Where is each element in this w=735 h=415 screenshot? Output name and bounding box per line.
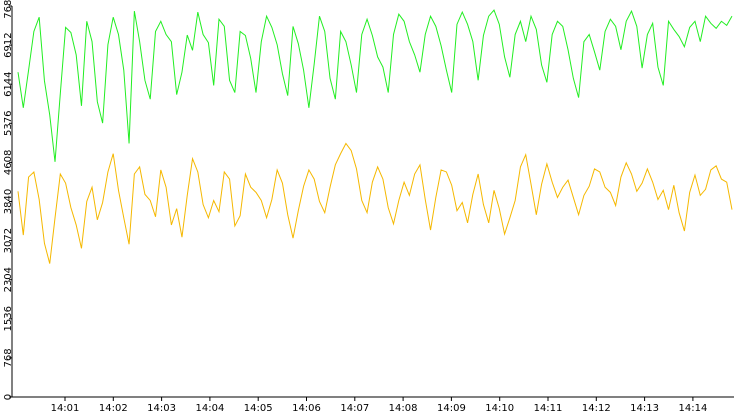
x-tick-label: 14:13 bbox=[630, 403, 659, 414]
y-tick-label: 3072 bbox=[3, 228, 14, 253]
y-tick-label: 3840 bbox=[3, 189, 14, 214]
y-tick-label: 768 bbox=[3, 348, 14, 367]
y-tick-label: 4608 bbox=[3, 150, 14, 175]
x-tick-label: 14:12 bbox=[582, 403, 611, 414]
y-tick-label: 2304 bbox=[3, 267, 14, 292]
series-layer bbox=[17, 9, 733, 264]
x-tick-label: 14:05 bbox=[244, 403, 273, 414]
y-tick-label: 6912 bbox=[3, 32, 14, 57]
x-tick-label: 14:08 bbox=[389, 403, 418, 414]
series-line-green bbox=[17, 9, 733, 162]
x-tick-label: 14:02 bbox=[99, 403, 128, 414]
x-tick-label: 14:04 bbox=[195, 403, 224, 414]
y-tick-label: 6144 bbox=[3, 71, 14, 96]
y-tick-label: 1536 bbox=[3, 306, 14, 331]
y-tick-label: 7680 bbox=[3, 0, 14, 19]
label-layer: 0 768 1536 2304 3072 3840 4608 5376 6144 6912 7680… bbox=[3, 0, 707, 414]
y-tick-label: 0 bbox=[3, 394, 14, 400]
x-tick-label: 14:01 bbox=[51, 403, 80, 414]
series-line-orange bbox=[17, 142, 733, 264]
x-tick-label: 14:03 bbox=[147, 403, 176, 414]
y-tick-label: 5376 bbox=[3, 111, 14, 136]
x-tick-label: 14:06 bbox=[292, 403, 321, 414]
x-tick-label: 14:07 bbox=[340, 403, 369, 414]
axis-layer bbox=[9, 5, 734, 401]
x-tick-label: 14:11 bbox=[534, 403, 563, 414]
x-tick-label: 14:14 bbox=[678, 403, 707, 414]
x-tick-label: 14:10 bbox=[485, 403, 514, 414]
x-tick-label: 14:09 bbox=[437, 403, 466, 414]
